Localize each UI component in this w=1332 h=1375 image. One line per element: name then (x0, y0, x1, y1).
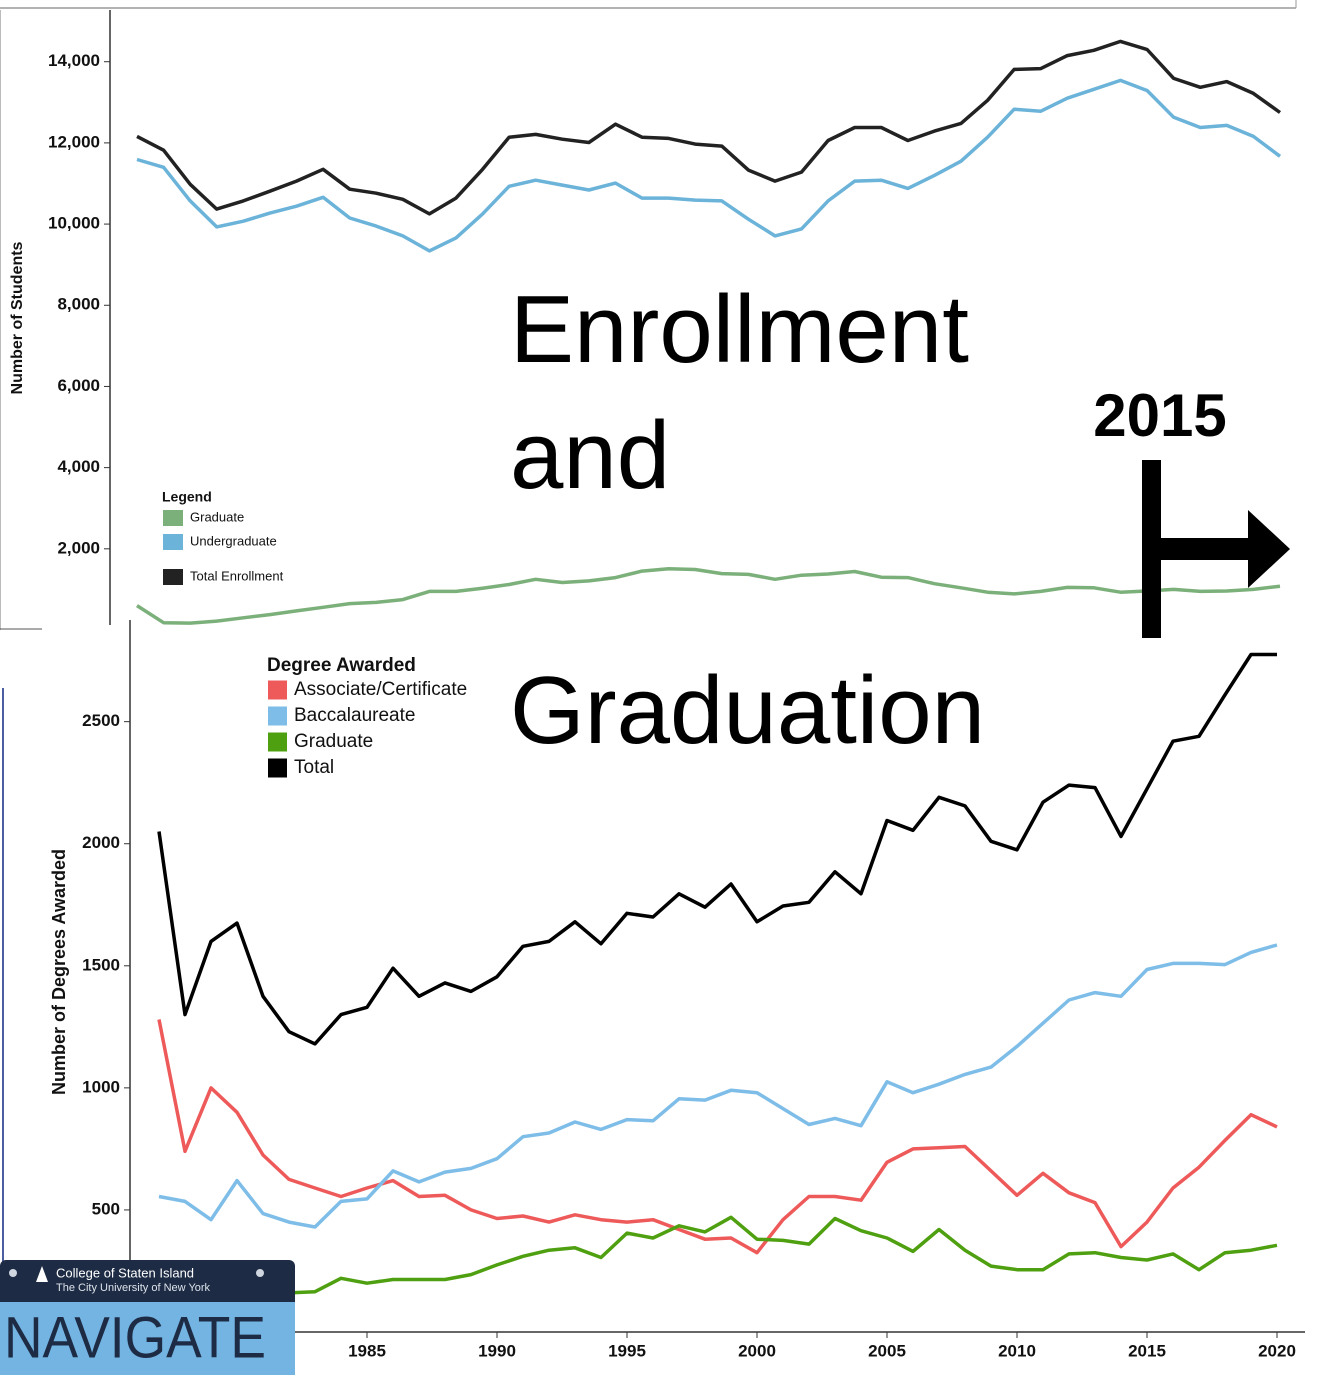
y-tick-label: 12,000 (48, 132, 100, 151)
series-line (136, 78, 1282, 253)
y-tick-label: 8,000 (57, 295, 100, 314)
series-line (136, 566, 1281, 625)
x-tick-label: 2010 (998, 1341, 1036, 1360)
y-tick-label: 1500 (82, 955, 120, 974)
logo-dot (256, 1269, 264, 1277)
chart-panel-left (0, 632, 42, 1375)
headline-line: and (510, 402, 670, 509)
legend-swatch (268, 732, 287, 752)
graduation-chart: 1985 1990 1995 2000 2005 2010 2015 2020 500 1000 1… (0, 620, 1310, 1375)
logo-icon (36, 1266, 48, 1282)
arrow-shaft (1160, 538, 1252, 560)
x-tick-label: 2005 (868, 1341, 906, 1360)
legend-swatch (268, 758, 287, 778)
headline-line: Enrollment (510, 276, 969, 383)
logo-line: College of Staten Island (56, 1265, 194, 1280)
logo-dot (9, 1269, 17, 1277)
legend-title: Legend (162, 489, 212, 505)
x-tick-label: 1985 (348, 1341, 386, 1360)
logo-line: The City University of New York (56, 1282, 211, 1294)
legend-label: Total Enrollment (190, 568, 284, 583)
legend-label: Undergraduate (190, 533, 277, 548)
x-tick-label: 2000 (738, 1341, 776, 1360)
y-tick-label: 14,000 (48, 51, 100, 70)
marker-bar (1142, 460, 1161, 638)
legend-label: Graduate (294, 731, 373, 752)
legend-swatch (268, 680, 287, 700)
series-line (158, 1215, 1278, 1300)
headline-line: Graduation (510, 657, 985, 764)
legend-label: Graduate (190, 509, 244, 524)
y-tick-label: 10,000 (48, 214, 100, 233)
y-tick-label: 1000 (82, 1077, 120, 1096)
legend-swatch (163, 569, 183, 585)
overlay: Enrollment and Graduation 2015 (510, 276, 1290, 764)
y-tick-label: 2500 (82, 711, 120, 730)
logo-name: NAVIGATE (4, 1305, 266, 1370)
legend-label: Total (294, 757, 334, 778)
y-tick-label: 6,000 (57, 376, 100, 395)
y-tick-label: 2,000 (57, 538, 100, 557)
chart-panel (42, 625, 1310, 1375)
arrow-head (1248, 510, 1290, 588)
series-line (136, 39, 1282, 216)
logo-bottom (0, 1302, 295, 1375)
legend-swatch (163, 534, 183, 550)
x-tick-label: 2015 (1128, 1341, 1166, 1360)
x-tick-label: 1990 (478, 1341, 516, 1360)
year-marker: 2015 (1093, 382, 1226, 449)
series-line (158, 943, 1278, 1229)
legend-swatch (163, 510, 183, 526)
legend-title: Degree Awarded (267, 655, 416, 676)
y-tick-label: 2000 (82, 833, 120, 852)
x-tick-label: 1995 (608, 1341, 646, 1360)
legend-swatch (268, 706, 287, 726)
y-tick-label: 4,000 (57, 457, 100, 476)
y-tick-label: 500 (92, 1199, 120, 1218)
y-axis-label: Number of Students (9, 241, 26, 394)
series-line (157, 652, 1277, 1046)
y-axis-label: Number of Degrees Awarded (49, 849, 69, 1095)
enrollment-chart: 2,000 4,000 6,000 8,000 10,000 12,000 14,000 Nu… (0, 0, 1297, 630)
logo: College of Staten Island The City Univer… (0, 1260, 295, 1375)
series-line (157, 1019, 1278, 1255)
legend-label: Baccalaureate (294, 705, 415, 726)
x-tick-label: 2020 (1258, 1341, 1296, 1360)
legend-label: Associate/Certificate (294, 679, 467, 700)
